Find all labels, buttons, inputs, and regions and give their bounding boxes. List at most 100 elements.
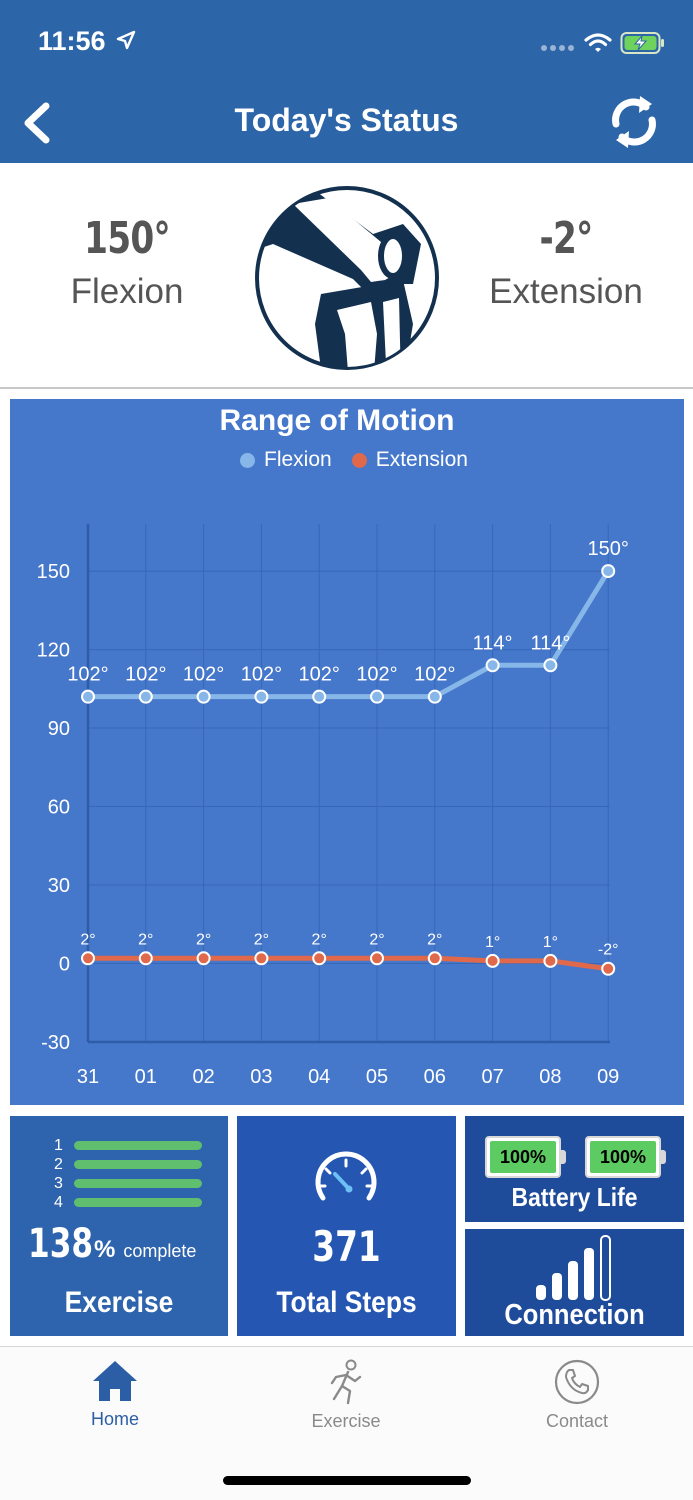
signal-bars-icon bbox=[536, 1235, 611, 1301]
left-battery-level: 100% bbox=[490, 1141, 556, 1173]
exercise-progress-row: 3 bbox=[54, 1174, 202, 1193]
exercise-complete-text: complete bbox=[123, 1241, 197, 1261]
status-time: 11:56 bbox=[38, 26, 106, 56]
data-label-extension: 2° bbox=[369, 931, 384, 948]
bottom-tab-bar: Home Exercise Contact bbox=[0, 1346, 693, 1500]
chart-legend: Flexion Extension bbox=[240, 447, 488, 473]
series-line-flexion bbox=[88, 569, 611, 700]
back-button[interactable] bbox=[14, 96, 62, 148]
data-point-extension bbox=[485, 953, 500, 968]
cellular-signal-icon bbox=[541, 45, 574, 51]
y-tick-label: 90 bbox=[48, 718, 70, 740]
exercise-row-number: 4 bbox=[54, 1193, 63, 1211]
connection-tile-label: Connection bbox=[504, 1299, 645, 1331]
exercise-percent-value: 138 bbox=[28, 1221, 94, 1267]
range-of-motion-chart bbox=[10, 399, 684, 1105]
motion-summary: 150° Flexion -2° Extension bbox=[0, 163, 693, 389]
data-label-extension: 1° bbox=[543, 934, 558, 951]
x-tick-label: 09 bbox=[597, 1066, 619, 1088]
home-icon bbox=[93, 1361, 137, 1401]
data-point-flexion bbox=[543, 658, 558, 673]
extension-label: Extension bbox=[489, 272, 643, 311]
exercise-progress-list: 1 2 3 4 bbox=[54, 1136, 202, 1212]
x-tick-label: 06 bbox=[424, 1066, 446, 1088]
left-device-battery-icon: 100% bbox=[485, 1136, 566, 1178]
battery-tile[interactable]: 100% 100% Battery Life bbox=[465, 1116, 684, 1222]
speedometer-icon bbox=[315, 1151, 377, 1201]
runner-icon bbox=[330, 1359, 362, 1405]
steps-tile-label: Total Steps bbox=[276, 1286, 417, 1319]
data-label-flexion: 114° bbox=[473, 632, 513, 654]
x-tick-label: 01 bbox=[135, 1066, 157, 1088]
tab-home[interactable]: Home bbox=[35, 1357, 195, 1447]
page-title: Today's Status bbox=[234, 102, 459, 138]
data-label-extension: 2° bbox=[427, 931, 442, 948]
tab-contact-label: Contact bbox=[545, 1411, 609, 1431]
data-label-extension: 1° bbox=[485, 934, 500, 951]
exercise-progress-bar bbox=[74, 1179, 202, 1188]
flexion-label: Flexion bbox=[70, 272, 184, 311]
data-point-extension bbox=[196, 951, 211, 966]
exercise-tile[interactable]: 1 2 3 4 138 % complete Exercise bbox=[10, 1116, 228, 1336]
connection-tile[interactable]: Connection bbox=[465, 1229, 684, 1336]
x-tick-label: 05 bbox=[366, 1066, 388, 1088]
data-point-flexion bbox=[138, 689, 153, 704]
x-tick-label: 31 bbox=[77, 1066, 99, 1088]
data-point-extension bbox=[312, 951, 327, 966]
y-tick-label: 0 bbox=[59, 954, 70, 976]
refresh-icon bbox=[612, 96, 656, 148]
steps-tile[interactable]: 371 Total Steps bbox=[237, 1116, 456, 1336]
exercise-row-number: 1 bbox=[54, 1136, 63, 1154]
right-battery-level: 100% bbox=[590, 1141, 656, 1173]
data-point-flexion bbox=[370, 689, 384, 704]
battery-terminal bbox=[661, 1150, 666, 1164]
legend-extension: Extension bbox=[351, 448, 468, 472]
tab-contact[interactable]: Contact bbox=[497, 1357, 657, 1447]
exercise-progress-bar bbox=[74, 1160, 202, 1169]
data-label-extension: 2° bbox=[312, 931, 327, 948]
x-tick-label: 03 bbox=[250, 1066, 272, 1088]
legend-flexion-swatch bbox=[240, 452, 255, 468]
exercise-progress-row: 2 bbox=[54, 1155, 202, 1174]
data-point-extension bbox=[254, 951, 269, 966]
tab-home-label: Home bbox=[90, 1409, 139, 1429]
exercise-row-number: 2 bbox=[54, 1155, 63, 1173]
data-label-flexion: 102° bbox=[67, 664, 108, 686]
data-label-flexion: 114° bbox=[530, 632, 570, 654]
y-tick-label: 30 bbox=[48, 875, 70, 897]
data-label-flexion: 102° bbox=[125, 664, 166, 686]
data-label-extension: 2° bbox=[80, 931, 95, 948]
exercise-completion: 138 % complete bbox=[28, 1221, 196, 1267]
x-tick-label: 04 bbox=[308, 1066, 330, 1088]
data-label-extension: 2° bbox=[196, 931, 211, 948]
data-label-extension: -2° bbox=[598, 942, 619, 959]
data-point-flexion bbox=[427, 689, 442, 704]
data-point-extension bbox=[601, 961, 616, 976]
wifi-icon bbox=[584, 33, 612, 52]
y-tick-label: 60 bbox=[48, 797, 70, 819]
legend-flexion: Flexion bbox=[240, 448, 332, 472]
legend-extension-label: Extension bbox=[375, 448, 468, 471]
data-point-extension bbox=[370, 951, 384, 966]
exercise-progress-row: 4 bbox=[54, 1193, 202, 1212]
chart-plot: 150 120 90 60 30 0 -30 31 01 02 03 04 05 06 07 08 09 102°… bbox=[37, 524, 629, 1088]
refresh-button[interactable] bbox=[606, 92, 662, 152]
series-line-extension bbox=[88, 955, 609, 972]
right-device-battery-icon: 100% bbox=[585, 1136, 666, 1178]
data-label-extension: 2° bbox=[254, 931, 269, 948]
exercise-percent-sign: % bbox=[94, 1236, 116, 1263]
data-point-flexion bbox=[601, 564, 616, 579]
flexion-value: 150° bbox=[84, 213, 170, 264]
x-tick-label: 08 bbox=[539, 1066, 561, 1088]
data-label-extension: 2° bbox=[138, 931, 153, 948]
y-tick-label: 120 bbox=[37, 640, 70, 662]
exercise-row-number: 3 bbox=[54, 1174, 63, 1192]
data-point-flexion bbox=[254, 689, 269, 704]
tab-exercise[interactable]: Exercise bbox=[266, 1357, 426, 1447]
y-tick-label: 150 bbox=[37, 561, 70, 583]
tab-exercise-label: Exercise bbox=[311, 1411, 381, 1431]
data-label-flexion: 102° bbox=[414, 664, 455, 686]
data-point-extension bbox=[81, 951, 95, 966]
legend-flexion-label: Flexion bbox=[264, 448, 332, 471]
data-point-extension bbox=[543, 953, 558, 968]
